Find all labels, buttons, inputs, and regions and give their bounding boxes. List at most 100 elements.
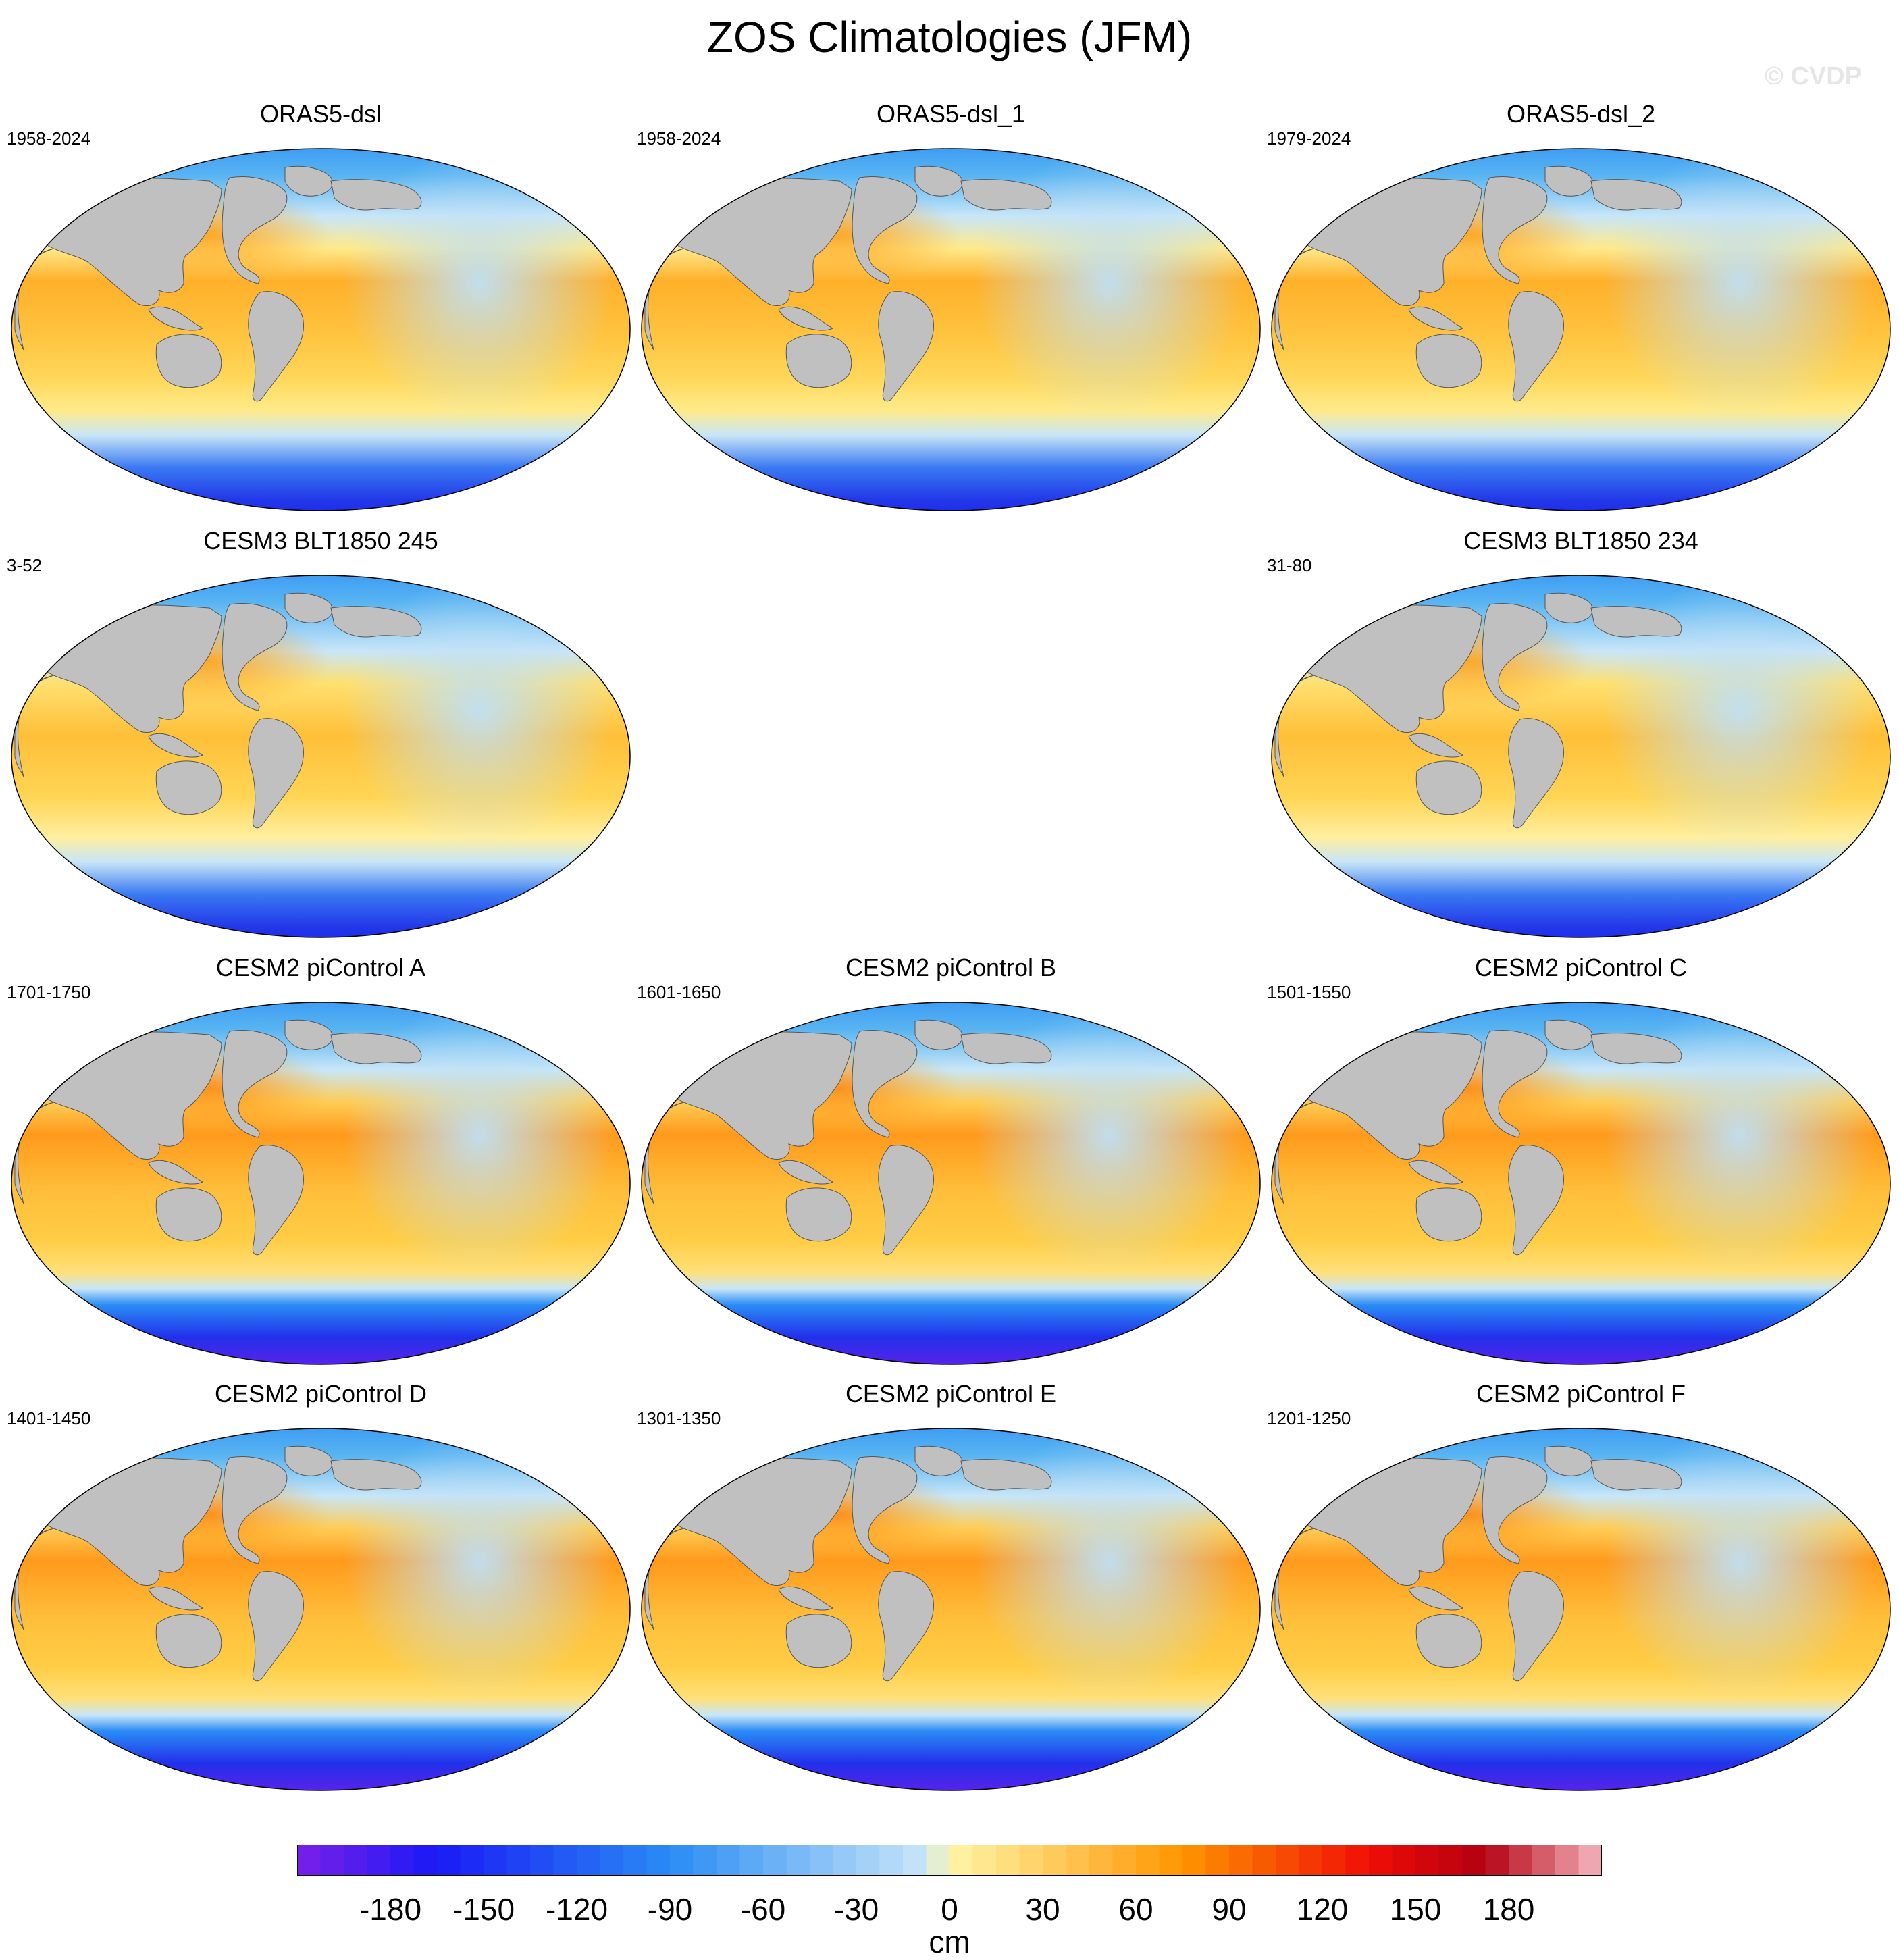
robinson-map <box>1271 1002 1891 1365</box>
colorbar-box <box>950 1845 973 1876</box>
land-mass-north-america <box>1482 1456 1548 1564</box>
land-mass-europe <box>1590 1459 1682 1491</box>
land-mass-south-america <box>248 718 304 829</box>
colorbar-box <box>1112 1845 1137 1876</box>
colorbar-box <box>786 1845 810 1876</box>
colorbar-box <box>1159 1845 1183 1876</box>
land-mass-north-america <box>222 176 288 284</box>
land-mass-greenland <box>914 165 963 197</box>
figure-title: ZOS Climatologies (JFM) <box>706 13 1193 61</box>
atlantic-anomaly <box>974 149 1245 417</box>
land-mass-indonesia <box>148 306 204 331</box>
land-mass-north-america <box>1482 1030 1548 1138</box>
colorbar-box <box>1205 1845 1230 1876</box>
colorbar-box <box>879 1845 904 1876</box>
panel-years: 1201-1250 <box>1267 1408 1351 1428</box>
robinson-map <box>1271 148 1891 511</box>
land-mass-north-america <box>1482 176 1548 284</box>
panel-title: CESM2 piControl B <box>845 954 1057 981</box>
map-border <box>1271 1002 1891 1365</box>
map-border <box>11 1428 631 1791</box>
land-mass-indonesia <box>778 1586 834 1611</box>
atlantic-anomaly <box>344 1428 615 1697</box>
panel-title: CESM3 BLT1850 245 <box>203 527 438 555</box>
land-mass-indonesia <box>778 306 834 331</box>
colorbar-box <box>1438 1845 1463 1876</box>
colorbar-box <box>390 1845 414 1876</box>
colorbar-tick-label: 0 <box>941 1892 958 1927</box>
colorbar-box <box>1322 1845 1346 1876</box>
colorbar-tick-label: 120 <box>1296 1892 1349 1927</box>
land-mass-greenland <box>284 165 333 197</box>
colorbar-box <box>670 1845 694 1876</box>
panel-title: CESM3 BLT1850 234 <box>1463 527 1698 555</box>
colorbar-box <box>1182 1845 1206 1876</box>
land-mass-south-america <box>1508 1145 1564 1256</box>
land-mass-greenland <box>1544 1445 1593 1476</box>
land-mass-indonesia <box>148 733 204 758</box>
colorbar-box <box>693 1845 717 1876</box>
colorbar-box <box>577 1845 600 1876</box>
atlantic-anomaly <box>974 1428 1245 1697</box>
colorbar-box <box>437 1845 461 1876</box>
panel-years: 1401-1450 <box>7 1408 91 1428</box>
panel-title: CESM2 piControl F <box>1476 1380 1686 1408</box>
colorbar-box <box>972 1845 997 1876</box>
panel-years: 1979-2024 <box>1267 128 1351 149</box>
cvdp-watermark: © CVDP <box>1764 62 1862 91</box>
land-mass-south-america <box>878 291 934 402</box>
map-panel-cesm3-234: CESM3 BLT1850 234 31-80 <box>1267 527 1895 959</box>
land-mass-indonesia <box>1408 1160 1464 1185</box>
panel-title: ORAS5-dsl <box>259 100 382 128</box>
colorbar-tick-label: -90 <box>647 1892 693 1927</box>
robinson-map <box>11 575 631 938</box>
colorbar-box <box>646 1845 671 1876</box>
land-mass-south-america <box>878 1145 934 1256</box>
colorbar-box <box>1136 1845 1160 1876</box>
land-mass-greenland <box>284 592 333 623</box>
atlantic-anomaly <box>1605 575 1875 844</box>
robinson-map <box>1271 575 1891 938</box>
land-mass-australia <box>155 1614 222 1668</box>
colorbar-tick-label: -60 <box>740 1892 786 1927</box>
colorbar-box <box>623 1845 647 1876</box>
land-mass-indonesia <box>1408 1586 1464 1611</box>
land-mass-europe <box>960 1459 1052 1491</box>
colorbar-box <box>297 1845 321 1876</box>
land-mass-north-america <box>852 1456 918 1564</box>
land-mass-europe <box>1590 1033 1682 1064</box>
robinson-map <box>641 1428 1261 1791</box>
map-panel-oras5-dsl-2: ORAS5-dsl_2 1979-2024 <box>1267 100 1895 532</box>
colorbar-box <box>1299 1845 1323 1876</box>
land-mass-indonesia <box>1408 733 1464 758</box>
panel-years: 1501-1550 <box>1267 982 1351 1002</box>
panel-years: 1958-2024 <box>7 128 91 149</box>
land-mass-north-america <box>222 603 288 711</box>
land-mass-north-america <box>852 1030 918 1138</box>
land-mass-europe <box>330 1033 422 1064</box>
land-mass-australia <box>785 1614 852 1668</box>
land-mass-australia <box>155 760 222 815</box>
robinson-map <box>11 1428 631 1791</box>
land-mass-australia <box>155 334 222 388</box>
robinson-map <box>11 1002 631 1365</box>
map-border <box>11 1002 631 1365</box>
land-mass-indonesia <box>778 1160 834 1185</box>
colorbar-box <box>600 1845 624 1876</box>
colorbar-outline <box>297 1845 1602 1876</box>
colorbar-box <box>553 1845 577 1876</box>
colorbar <box>297 1845 1602 1876</box>
colorbar-box <box>1089 1845 1113 1876</box>
panel-years: 1701-1750 <box>7 982 91 1002</box>
colorbar-tick-label: 60 <box>1118 1892 1153 1927</box>
colorbar-box <box>1462 1845 1486 1876</box>
map-panel-cesm3-245: CESM3 BLT1850 245 3-52 <box>7 527 635 959</box>
land-mass-south-america <box>248 1571 304 1682</box>
colorbar-box <box>810 1845 833 1876</box>
colorbar-tick-label: -120 <box>545 1892 608 1927</box>
land-mass-greenland <box>914 1445 963 1476</box>
colorbar-box <box>739 1845 764 1876</box>
panel-title: CESM2 piControl A <box>215 954 426 981</box>
land-mass-australia <box>1415 1614 1482 1668</box>
land-mass-greenland <box>914 1019 963 1050</box>
